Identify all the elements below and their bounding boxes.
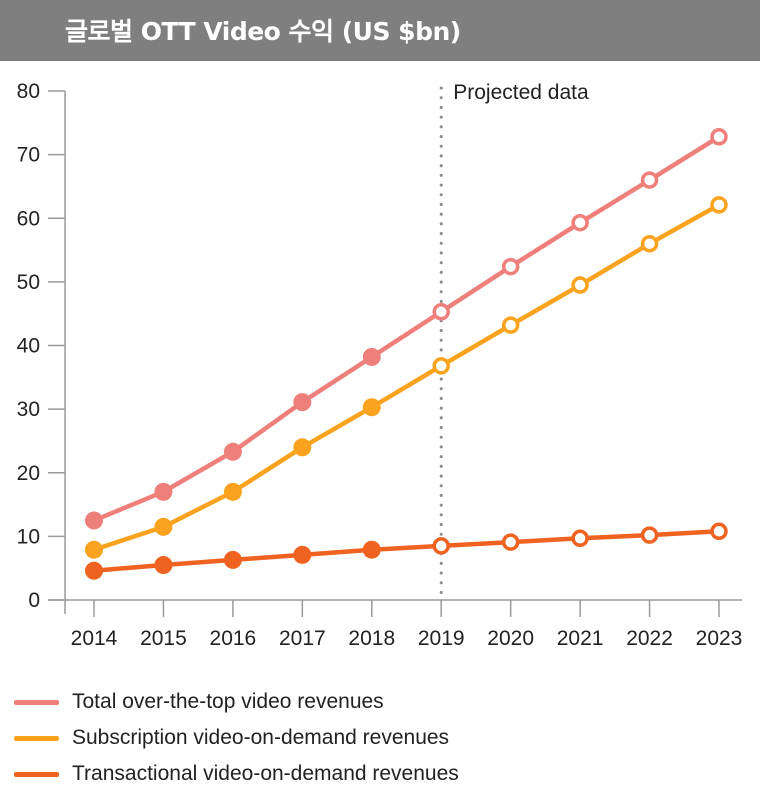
legend-item: Total over-the-top video revenues (14, 684, 459, 720)
series-line (91, 202, 722, 552)
projected-point (571, 213, 589, 232)
legend-label: Total over-the-top video revenues (72, 690, 384, 713)
y-tick-label: 20 (17, 462, 40, 485)
data-point (293, 545, 312, 564)
x-tick-label: 2016 (210, 627, 257, 650)
projected-point (501, 257, 520, 276)
y-axis: 0 10 20 30 40 50 60 70 80 (17, 80, 66, 614)
y-tick-label: 40 (17, 335, 40, 358)
data-point (223, 550, 242, 569)
chart-title: 글로벌 OTT Video 수익 (US $bn) (65, 17, 461, 46)
y-tick-label: 80 (17, 80, 40, 103)
legend-swatch (14, 771, 59, 777)
projection-marker: Projected data (439, 81, 589, 602)
series-1 (85, 128, 728, 530)
y-tick-label: 50 (17, 271, 40, 294)
projected-point (710, 128, 728, 146)
x-tick-label: 2020 (487, 627, 534, 650)
legend-label: Transactional video-on-demand revenues (72, 762, 459, 785)
legend: Total over-the-top video revenues Subscri… (14, 684, 459, 792)
data-point (154, 517, 173, 536)
data-point (223, 442, 242, 461)
y-tick-label: 30 (17, 398, 40, 421)
legend-label: Subscription video-on-demand revenues (72, 726, 450, 749)
x-tick-label: 2015 (140, 627, 187, 650)
series-line (91, 529, 722, 573)
y-tick-label: 60 (17, 207, 40, 230)
data-point (154, 556, 173, 575)
y-tick-label: 0 (28, 589, 40, 612)
x-tick-label: 2021 (557, 627, 604, 650)
projected-point (640, 171, 659, 189)
data-point (362, 540, 381, 559)
series-line (91, 134, 722, 523)
projected-point (640, 234, 659, 253)
projected-point (571, 276, 589, 294)
projected-point (501, 316, 520, 334)
y-tick-label: 70 (17, 144, 40, 167)
x-tick-label: 2019 (418, 627, 465, 650)
data-point (154, 482, 173, 501)
data-point (223, 482, 242, 501)
data-point (85, 540, 103, 559)
x-tick-label: 2014 (71, 627, 118, 650)
legend-item: Transactional video-on-demand revenues (14, 756, 459, 792)
projected-point (710, 522, 728, 541)
x-tick-label: 2022 (626, 627, 673, 650)
legend-swatch (14, 699, 59, 705)
y-tick-label: 10 (17, 525, 40, 548)
x-tick-label: 2018 (348, 627, 395, 650)
projected-point (501, 533, 520, 551)
title-bar: 글로벌 OTT Video 수익 (US $bn) (0, 0, 760, 61)
projected-point (571, 529, 589, 548)
projected-point (640, 526, 659, 544)
series-2 (85, 196, 728, 559)
legend-swatch (14, 735, 59, 741)
projected-point (432, 303, 450, 321)
x-tick-label: 2017 (279, 627, 326, 650)
x-tick-label: 2023 (696, 627, 743, 650)
projected-point (432, 357, 450, 375)
series-3 (85, 522, 728, 580)
series-lines (85, 128, 728, 580)
data-point (85, 511, 103, 530)
projected-data-label: Projected data (453, 81, 589, 104)
data-point (362, 347, 381, 366)
data-point (362, 398, 381, 417)
data-point (293, 393, 312, 412)
x-axis: 2014 2015 2016 2017 2018 2019 2020 2021 2022 2023 (48, 599, 743, 650)
legend-item: Subscription video-on-demand revenues (14, 720, 459, 756)
data-point (293, 438, 312, 457)
data-point (85, 561, 103, 580)
projected-point (432, 537, 450, 555)
projected-point (710, 196, 728, 214)
